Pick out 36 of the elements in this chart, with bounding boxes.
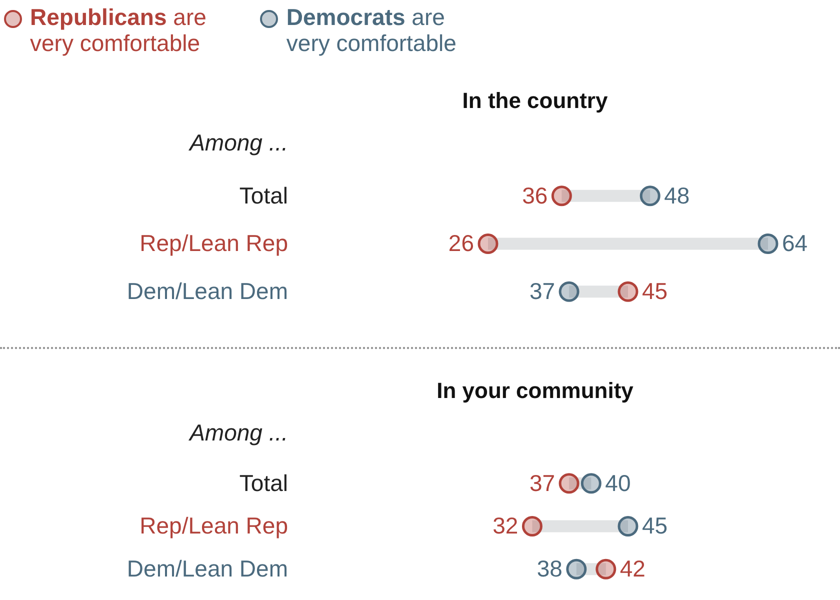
y-axis-title: Among ... xyxy=(188,129,288,156)
chart-title: In the country xyxy=(462,88,608,114)
point xyxy=(580,473,602,494)
data-label: 37 xyxy=(529,470,556,496)
point xyxy=(640,186,660,206)
point xyxy=(618,281,638,302)
data-label: 38 xyxy=(536,555,562,582)
point xyxy=(566,558,587,580)
data-label: 37 xyxy=(529,278,556,304)
point xyxy=(618,516,638,536)
data-label: 32 xyxy=(492,512,518,539)
data-label: 64 xyxy=(782,230,808,256)
data-label: 26 xyxy=(448,230,474,256)
point xyxy=(758,234,778,254)
legend-label: Democrats are very comfortable xyxy=(286,4,456,56)
y-axis-title: Among ... xyxy=(188,419,288,446)
point xyxy=(551,186,572,206)
point xyxy=(478,234,498,254)
data-label: 40 xyxy=(605,470,631,496)
point xyxy=(522,516,542,536)
point xyxy=(596,558,616,580)
data-label: 42 xyxy=(620,555,646,582)
data-label: 48 xyxy=(664,182,690,208)
y-tick-label: Dem/Lean Dem xyxy=(126,555,288,582)
y-tick-label: Dem/Lean Dem xyxy=(126,278,288,304)
y-tick-label: Total xyxy=(239,182,288,208)
data-label: 45 xyxy=(642,512,668,539)
chart-title: In your community xyxy=(436,378,634,404)
point xyxy=(558,473,580,494)
legend-label: Republicans are very comfortable xyxy=(30,4,206,56)
y-tick-label: Total xyxy=(239,470,288,496)
point xyxy=(558,281,580,302)
y-tick-label: Rep/Lean Rep xyxy=(140,230,288,256)
data-label: 45 xyxy=(642,278,668,304)
y-tick-label: Rep/Lean Rep xyxy=(140,512,288,539)
data-label: 36 xyxy=(522,182,548,208)
